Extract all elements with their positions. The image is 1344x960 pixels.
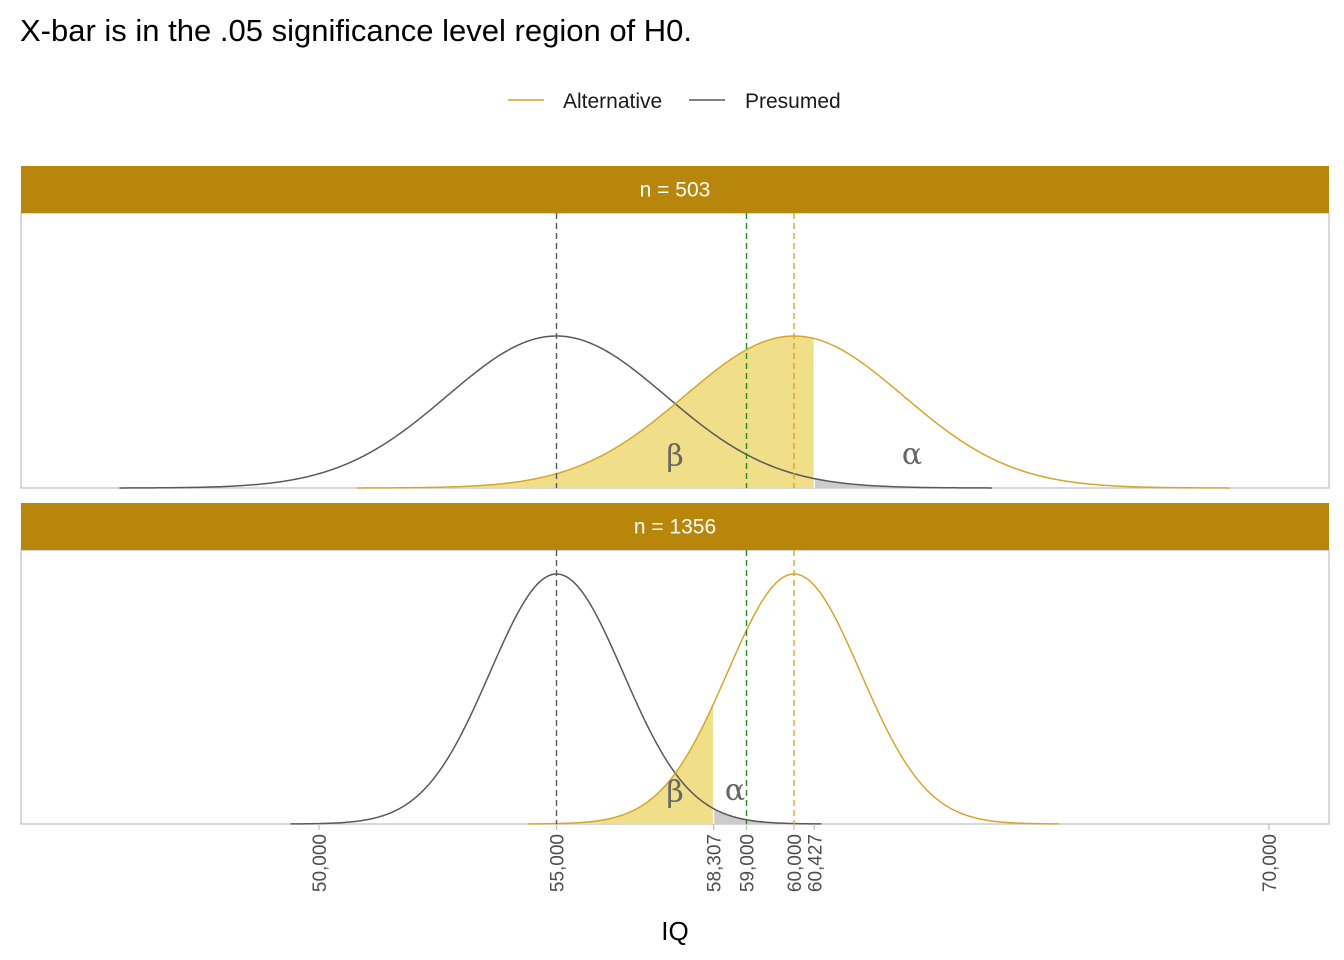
presumed-curve [119,335,993,489]
x-axis: 50,000 55,000 58,307 59,000 60,000 60,427 70,0… [310,824,1281,892]
x-tick-label: 50,000 [310,834,331,892]
beta-label: β [666,775,683,810]
x-tick-label: 59,000 [738,834,759,892]
legend-label-alternative: Alternative [563,90,662,113]
facet-strip-label: n = 503 [640,179,711,202]
alpha-area [814,478,994,488]
legend-label-presumed: Presumed [745,90,841,113]
x-axis-title: IQ [661,916,688,946]
x-tick-label: 60,427 [805,834,826,892]
facet-strip-label: n = 1356 [634,516,716,539]
alternative-curve [356,335,1230,489]
legend: Alternative Presumed [508,90,841,113]
facet-strip [21,503,1329,550]
alpha-area [713,808,823,824]
beta-label: β [666,439,683,474]
facet-panel-1: n = 503 β α [20,166,1330,489]
facet-panels: n = 503 β α n = 1356 β α [20,166,1330,825]
beta-area [528,703,714,824]
x-tick-label: 70,000 [1260,834,1281,892]
x-tick-label: 58,307 [705,834,726,892]
facet-strip [21,166,1329,213]
alpha-label: α [725,773,745,808]
x-tick-label: 60,000 [785,834,806,892]
chart-title: X-bar is in the .05 significance level r… [20,13,692,48]
alpha-label: α [902,437,922,472]
x-tick-label: 55,000 [548,834,569,892]
beta-area [357,336,815,488]
facet-panel-2: n = 1356 β α [20,503,1330,825]
